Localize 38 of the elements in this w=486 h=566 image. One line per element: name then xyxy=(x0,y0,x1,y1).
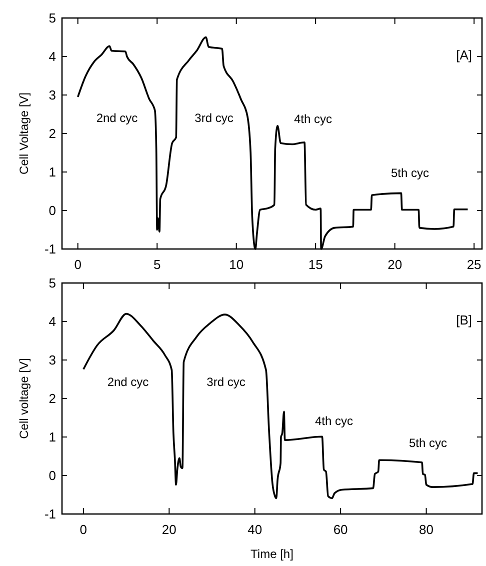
y-tick-label: 0 xyxy=(48,203,56,218)
y-tick-label: 5 xyxy=(48,10,56,26)
x-tick-label: 10 xyxy=(229,257,244,272)
annotation: 4th cyc xyxy=(314,414,354,428)
y-tick-label: 4 xyxy=(48,314,56,330)
y-tick-label: 2 xyxy=(48,391,56,406)
y-axis-title: Cell voltage [V] xyxy=(17,358,31,439)
x-tick-label: 25 xyxy=(466,257,482,272)
annotation: 5th cyc xyxy=(408,436,448,450)
annotation: 3rd cyc xyxy=(206,375,246,390)
y-tick-label: 4 xyxy=(48,49,56,64)
y-tick-label: 1 xyxy=(48,430,56,445)
y-axis-title: Cell Voltage [V] xyxy=(17,92,31,175)
x-tick-label: 0 xyxy=(80,522,88,537)
y-tick-label: 1 xyxy=(48,164,56,180)
x-tick-label: 60 xyxy=(333,522,348,537)
annotation: [B] xyxy=(456,312,472,328)
annotation: 2nd cyc xyxy=(107,375,149,390)
x-tick-label: 15 xyxy=(308,257,323,272)
y-tick-label: -1 xyxy=(44,242,56,257)
x-tick-label: 40 xyxy=(248,522,262,537)
x-axis-title: Time [h] xyxy=(250,547,294,561)
annotation: [A] xyxy=(456,48,472,63)
annotation: 4th cyc xyxy=(294,112,332,126)
x-tick-label: 5 xyxy=(153,257,161,272)
x-tick-label: 20 xyxy=(162,522,176,537)
annotation: 2nd cyc xyxy=(96,111,138,126)
y-tick-label: 5 xyxy=(48,276,56,291)
annotation: 3rd cyc xyxy=(194,111,234,126)
y-tick-label: 2 xyxy=(48,126,56,142)
y-tick-label: 0 xyxy=(48,468,56,484)
x-tick-label: 80 xyxy=(419,522,434,537)
y-tick-label: 3 xyxy=(48,88,56,103)
x-tick-label: 0 xyxy=(74,257,82,272)
annotation: 5th cyc xyxy=(390,166,430,180)
x-tick-label: 20 xyxy=(388,257,402,272)
y-tick-label: -1 xyxy=(44,506,56,522)
y-tick-label: 3 xyxy=(48,352,56,368)
